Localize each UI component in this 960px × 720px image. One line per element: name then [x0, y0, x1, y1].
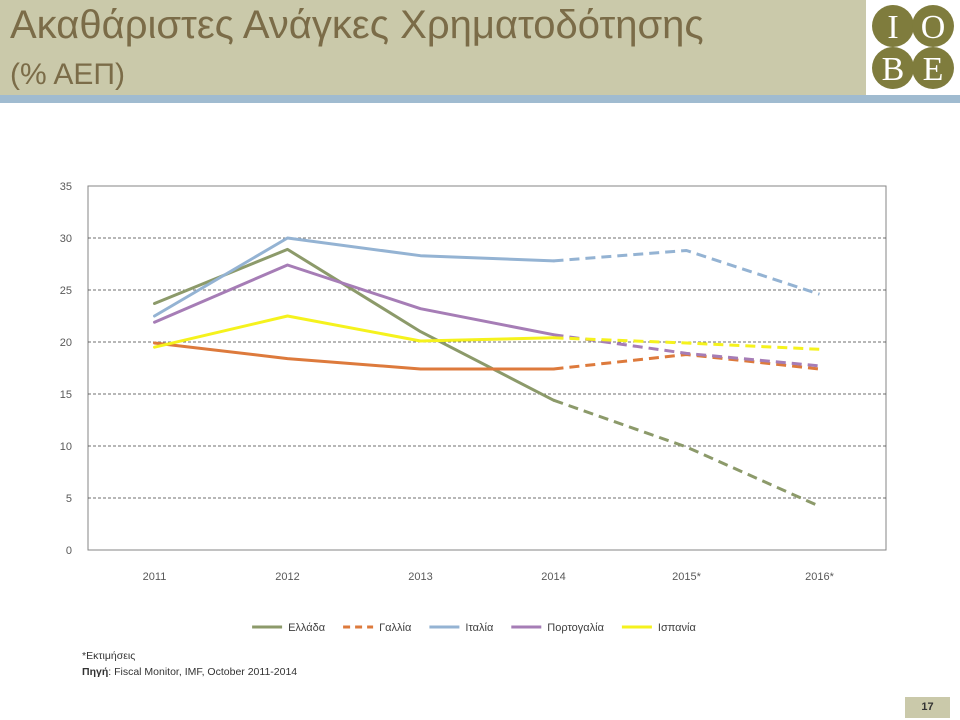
data-point: [151, 343, 159, 351]
slide-title: Ακαθάριστες Ανάγκες Χρηματοδότησης: [10, 3, 704, 47]
source-note: Πηγή: Fiscal Monitor, IMF, October 2011-…: [82, 664, 297, 680]
data-point: [417, 252, 425, 260]
legend-item: Ισπανία: [621, 622, 697, 634]
data-point: [683, 443, 691, 451]
slide-header: Ακαθάριστες Ανάγκες Χρηματοδότησης (% ΑΕ…: [0, 0, 866, 95]
data-point: [550, 365, 558, 373]
y-tick-label: 5: [66, 493, 72, 505]
x-tick-label: 2013: [408, 571, 432, 583]
x-tick-label: 2015*: [672, 571, 701, 583]
logo-circle: [912, 47, 954, 89]
x-tick-label: 2012: [275, 571, 299, 583]
legend-item: Ελλάδα: [252, 622, 326, 634]
data-point: [417, 328, 425, 336]
data-point: [816, 290, 824, 298]
x-axis-labels: 2011 2012 2013 2014 2015* 2016*: [143, 571, 835, 583]
data-point: [550, 396, 558, 404]
data-point: [550, 257, 558, 265]
data-point: [683, 349, 691, 357]
logo-circle: [872, 47, 914, 89]
data-point: [284, 234, 292, 242]
data-point: [417, 365, 425, 373]
y-tick-label: 30: [60, 233, 72, 245]
legend-item: Γαλλία: [343, 622, 412, 634]
data-point: [683, 246, 691, 254]
gridlines: [88, 237, 886, 499]
data-point: [284, 312, 292, 320]
series-line-5: [153, 314, 555, 349]
series-line-5-estimate: [553, 336, 820, 351]
legend-label: Ελλάδα: [288, 622, 326, 634]
slide-subtitle: (% ΑΕΠ): [10, 58, 126, 91]
chart-legend: Ελλάδα Γαλλία Ιταλία Πορτογαλία Ισπανία: [252, 622, 696, 634]
data-point: [816, 502, 824, 510]
legend-label: Ισπανία: [658, 622, 697, 634]
legend-item: Ιταλία: [429, 622, 494, 634]
y-tick-label: 20: [60, 337, 72, 349]
legend-item: Πορτογαλία: [511, 622, 605, 634]
logo-graphic: I O B E: [872, 5, 954, 89]
data-point: [284, 261, 292, 269]
logo-circle: [912, 5, 954, 47]
data-point: [816, 362, 824, 370]
legend-label: Ιταλία: [465, 622, 494, 634]
series-3: [153, 234, 824, 318]
y-tick-label: 25: [60, 285, 72, 297]
source-label: Πηγή: [82, 666, 109, 678]
x-tick-label: 2016*: [805, 571, 834, 583]
data-point: [550, 334, 558, 342]
data-point: [417, 337, 425, 345]
line-chart: 0 5 10 15 20 25 30 35 2011 2012 2013 2014 2015* 2016…: [60, 181, 887, 634]
y-axis-labels: 0 5 10 15 20 25 30 35: [60, 181, 72, 557]
data-point: [284, 245, 292, 253]
x-tick-label: 2014: [541, 571, 565, 583]
series-line-3: [153, 236, 555, 318]
y-tick-label: 0: [66, 545, 72, 557]
data-point: [284, 355, 292, 363]
iobe-logo: I O B E: [866, 0, 960, 95]
series-line-4-estimate: [553, 333, 820, 368]
logo-letter: E: [923, 51, 944, 88]
data-point: [816, 345, 824, 353]
series-line-3-estimate: [553, 249, 820, 296]
header-stripe: [0, 95, 960, 103]
data-point: [683, 339, 691, 347]
data-point: [151, 318, 159, 326]
page-number: 17: [905, 697, 950, 718]
series-line-4: [153, 263, 555, 337]
y-tick-label: 35: [60, 181, 72, 193]
series-4: [151, 261, 824, 370]
logo-circle: [872, 5, 914, 47]
y-tick-label: 10: [60, 441, 72, 453]
x-tick-label: 2011: [143, 571, 167, 583]
logo-letter: O: [921, 9, 946, 46]
logo-letter: I: [887, 9, 898, 46]
source-text: : Fiscal Monitor, IMF, October 2011-2014: [108, 666, 298, 678]
series-line-2: [153, 341, 555, 371]
estimates-note: *Εκτιμήσεις: [82, 650, 136, 662]
series-lines: [151, 234, 824, 510]
data-point: [417, 305, 425, 313]
legend-label: Πορτογαλία: [547, 622, 604, 634]
y-tick-label: 15: [60, 389, 72, 401]
data-point: [151, 300, 159, 308]
footnotes: *Εκτιμήσεις Πηγή: Fiscal Monitor, IMF, O…: [82, 648, 297, 680]
legend-label: Γαλλία: [379, 622, 412, 634]
series-5: [151, 312, 824, 353]
logo-letter: B: [882, 51, 905, 88]
